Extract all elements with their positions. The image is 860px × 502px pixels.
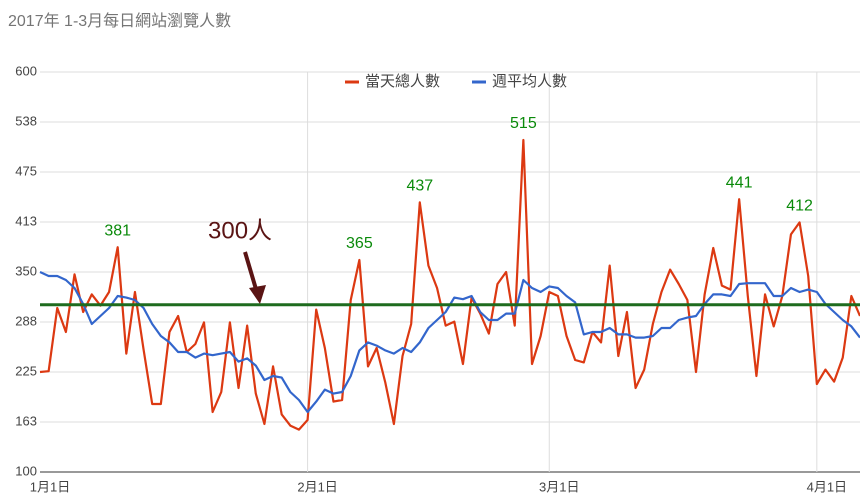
data-label: 412 xyxy=(786,198,813,215)
legend-label: 週平均人數 xyxy=(492,73,567,90)
y-tick-label: 350 xyxy=(15,263,37,278)
legend-label: 當天總人數 xyxy=(365,72,440,90)
y-tick-label: 413 xyxy=(15,213,37,228)
data-label: 365 xyxy=(346,235,373,252)
series-line xyxy=(39,138,860,431)
data-label: 515 xyxy=(510,115,537,132)
data-label: 437 xyxy=(406,178,433,195)
chart-title: 2017年 1-3月每日網站瀏覽人數 xyxy=(8,12,231,30)
annotation: 300人 xyxy=(208,217,272,244)
y-tick-label: 225 xyxy=(15,363,37,378)
data-label: 441 xyxy=(726,174,753,191)
x-tick-label: 2月1日 xyxy=(297,479,337,494)
y-tick-label: 100 xyxy=(15,463,37,478)
y-tick-label: 538 xyxy=(15,113,37,128)
annotation-arrowhead xyxy=(249,285,266,304)
y-tick-label: 475 xyxy=(15,163,37,178)
data-label: 381 xyxy=(104,222,131,239)
y-tick-label: 600 xyxy=(15,63,37,78)
x-tick-label: 4月1日 xyxy=(807,479,847,494)
y-tick-label: 163 xyxy=(15,413,37,428)
x-tick-label: 3月1日 xyxy=(539,479,579,494)
x-tick-label: 1月1日 xyxy=(30,479,70,494)
y-tick-label: 288 xyxy=(15,313,37,328)
